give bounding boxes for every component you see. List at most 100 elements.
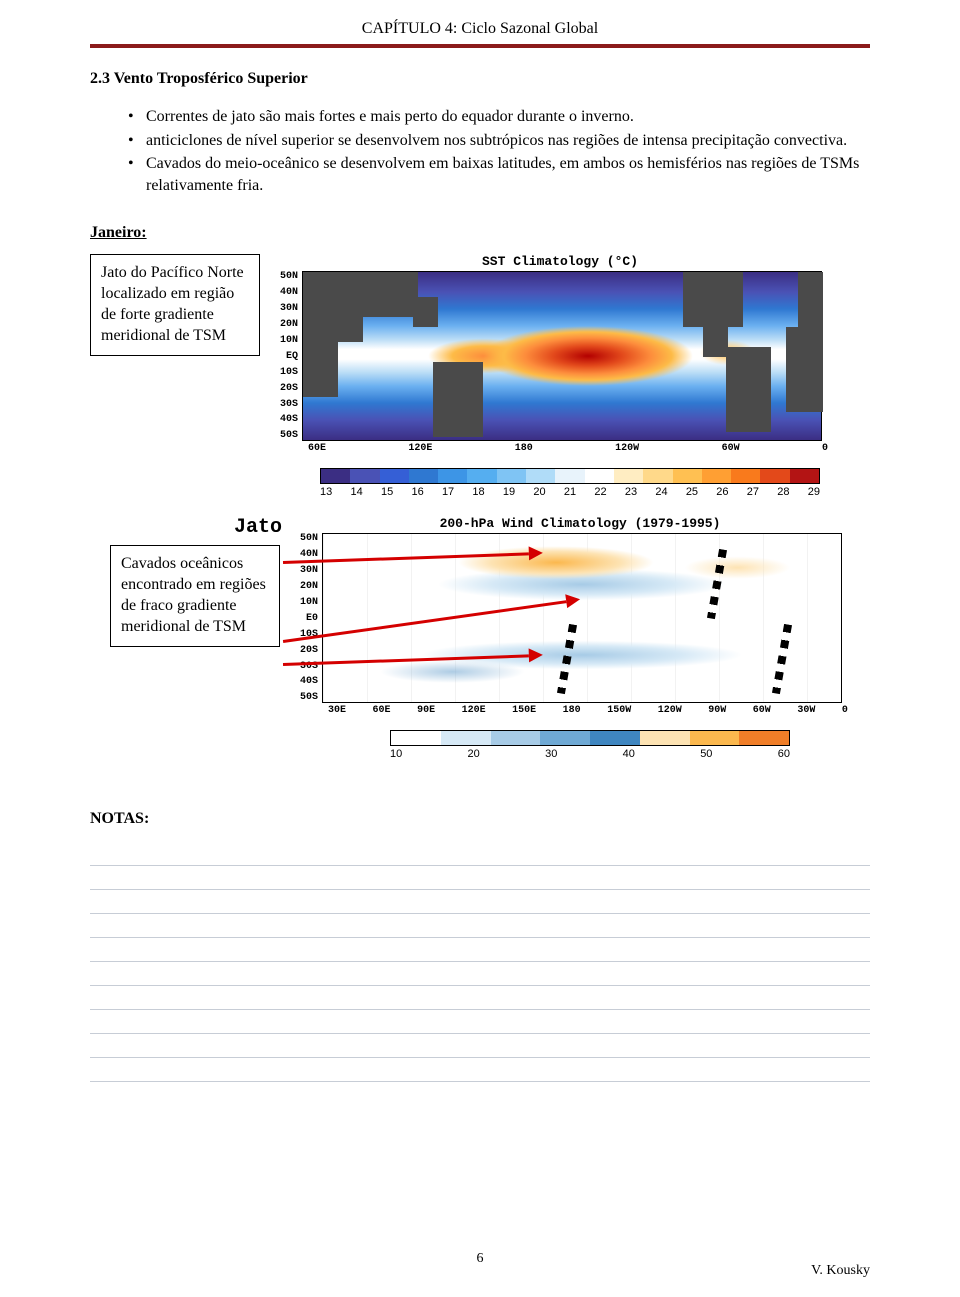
colorbar-label: 28 <box>777 486 789 498</box>
land-mass <box>726 347 771 432</box>
colorbar-swatch <box>555 469 584 483</box>
axis-tick-label: 50S <box>280 430 298 441</box>
wind-title: 200-hPa Wind Climatology (1979-1995) <box>300 516 860 531</box>
colorbar-label: 50 <box>700 748 712 760</box>
trough-marker <box>557 624 577 694</box>
note-line <box>90 1010 870 1034</box>
month-heading: Janeiro: <box>90 224 870 242</box>
jet-arrow <box>283 553 543 562</box>
land-mass <box>303 342 338 397</box>
callout-troughs: Cavados oceânicos encontrado em regiões … <box>110 545 280 646</box>
colorbar-swatch <box>739 731 789 745</box>
land-mass <box>703 327 728 357</box>
land-mass <box>363 272 418 317</box>
axis-tick-label: E0 <box>300 613 318 624</box>
colorbar-swatch <box>350 469 379 483</box>
colorbar-swatch <box>614 469 643 483</box>
land-mass <box>683 272 743 327</box>
note-line <box>90 986 870 1010</box>
axis-tick-label: 60E <box>308 443 326 454</box>
axis-tick-label: 120W <box>658 705 682 716</box>
sst-y-axis-labels: 50N40N30N20N10NEQ10S20S30S40S50S <box>280 271 302 441</box>
trough-marker <box>707 549 727 619</box>
axis-tick-label: EQ <box>280 351 298 362</box>
jet-arrow <box>283 655 543 664</box>
wind-colorbar-labels: 102030405060 <box>390 748 790 760</box>
colorbar-swatch <box>380 469 409 483</box>
trough-marker <box>772 624 792 694</box>
sst-colorbar <box>320 468 820 484</box>
land-mass <box>433 362 483 437</box>
colorbar-swatch <box>409 469 438 483</box>
colorbar-swatch <box>643 469 672 483</box>
colorbar-label: 21 <box>564 486 576 498</box>
colorbar-label: 19 <box>503 486 515 498</box>
sst-title: SST Climatology (°C) <box>280 254 840 269</box>
colorbar-label: 26 <box>716 486 728 498</box>
sst-figure: SST Climatology (°C) 50N40N30N20N10NEQ10… <box>280 254 840 498</box>
footer-author: V. Kousky <box>811 1263 870 1279</box>
notes-section: NOTAS: <box>90 810 870 1082</box>
colorbar-swatch <box>731 469 760 483</box>
colorbar-label: 20 <box>533 486 545 498</box>
axis-tick-label: 150W <box>607 705 631 716</box>
axis-tick-label: 120W <box>615 443 639 454</box>
colorbar-swatch <box>590 731 640 745</box>
axis-tick-label: 180 <box>515 443 533 454</box>
axis-tick-label: 30N <box>280 303 298 314</box>
colorbar-label: 22 <box>594 486 606 498</box>
note-line <box>90 938 870 962</box>
note-line <box>90 842 870 866</box>
axis-tick-label: 0 <box>822 443 828 454</box>
axis-tick-label: 50S <box>300 692 318 703</box>
colorbar-label: 18 <box>472 486 484 498</box>
bullet-item: Cavados do meio-oceânico se desenvolvem … <box>128 153 870 196</box>
axis-tick-label: 40N <box>280 287 298 298</box>
land-mass <box>786 327 823 412</box>
wind-colorbar <box>390 730 790 746</box>
axis-tick-label: 20S <box>300 645 318 656</box>
axis-tick-label: 30N <box>300 565 318 576</box>
colorbar-swatch <box>441 731 491 745</box>
axis-tick-label: 20S <box>280 383 298 394</box>
sst-colorbar-wrap: 1314151617181920212223242526272829 <box>320 468 820 498</box>
colorbar-label: 23 <box>625 486 637 498</box>
colorbar-label: 17 <box>442 486 454 498</box>
colorbar-swatch <box>640 731 690 745</box>
land-mass <box>798 272 823 327</box>
note-line <box>90 914 870 938</box>
axis-tick-label: 180 <box>563 705 581 716</box>
chapter-header: CAPÍTULO 4: Ciclo Sazonal Global <box>90 20 870 38</box>
jato-label: Jato <box>234 516 282 539</box>
wind-colorbar-wrap: 102030405060 <box>390 730 790 760</box>
colorbar-label: 14 <box>350 486 362 498</box>
axis-tick-label: 50N <box>300 533 318 544</box>
colorbar-label: 24 <box>655 486 667 498</box>
colorbar-label: 20 <box>468 748 480 760</box>
axis-tick-label: 120E <box>462 705 486 716</box>
colorbar-swatch <box>585 469 614 483</box>
sst-x-axis-labels: 60E 120E 180 120W 60W 0 <box>308 443 828 454</box>
axis-tick-label: 20N <box>280 319 298 330</box>
axis-tick-label: 30E <box>328 705 346 716</box>
axis-tick-label: 120E <box>408 443 432 454</box>
sst-colorbar-labels: 1314151617181920212223242526272829 <box>320 486 820 498</box>
axis-tick-label: 60W <box>722 443 740 454</box>
land-mass <box>413 297 438 327</box>
notes-heading: NOTAS: <box>90 810 870 828</box>
axis-tick-label: 50N <box>280 271 298 282</box>
colorbar-label: 29 <box>808 486 820 498</box>
axis-tick-label: 10N <box>300 597 318 608</box>
wind-figure: 200-hPa Wind Climatology (1979-1995) 50N… <box>300 516 860 760</box>
colorbar-label: 10 <box>390 748 402 760</box>
axis-tick-label: 10S <box>280 367 298 378</box>
bullet-list: Correntes de jato são mais fortes e mais… <box>90 106 870 196</box>
axis-tick-label: 30S <box>280 399 298 410</box>
colorbar-swatch <box>790 469 819 483</box>
axis-tick-label: 20N <box>300 581 318 592</box>
land-mass <box>303 272 363 342</box>
axis-tick-label: 40S <box>300 676 318 687</box>
axis-tick-label: 90E <box>417 705 435 716</box>
colorbar-label: 60 <box>778 748 790 760</box>
note-line <box>90 890 870 914</box>
